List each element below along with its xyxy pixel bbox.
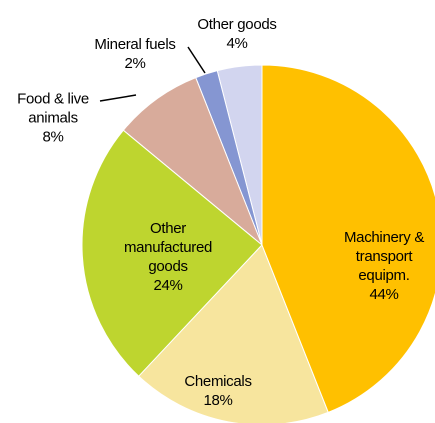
pie-slice: [261, 64, 435, 414]
value-label: 24%: [153, 277, 183, 294]
category-label: Food & live animals: [17, 90, 89, 127]
pie-slice: [122, 76, 263, 246]
value-label: 18%: [203, 392, 233, 409]
data-label: Food & live animals 8%: [8, 90, 98, 147]
category-label: Other goods: [197, 16, 277, 33]
value-label: 4%: [226, 35, 248, 52]
leader-line: [187, 46, 206, 74]
data-label: Other manufactured goods 24%: [118, 219, 218, 295]
data-label: Mineral fuels 2%: [80, 35, 190, 73]
value-label: 2%: [124, 55, 146, 72]
data-label: Machinery & transport equipm. 44%: [329, 228, 435, 304]
pie-slice: [81, 129, 263, 377]
category-label: Chemicals: [184, 373, 252, 390]
data-label: Other goods 4%: [182, 15, 292, 53]
category-label: Other manufactured goods: [123, 220, 213, 275]
value-label: 44%: [369, 286, 399, 303]
data-label: Chemicals 18%: [168, 372, 268, 410]
category-label: Mineral fuels: [94, 36, 176, 53]
leader-line: [99, 94, 137, 102]
category-label: Machinery & transport equipm.: [343, 229, 425, 284]
pie-slice: [138, 244, 329, 423]
value-label: 8%: [42, 128, 64, 146]
